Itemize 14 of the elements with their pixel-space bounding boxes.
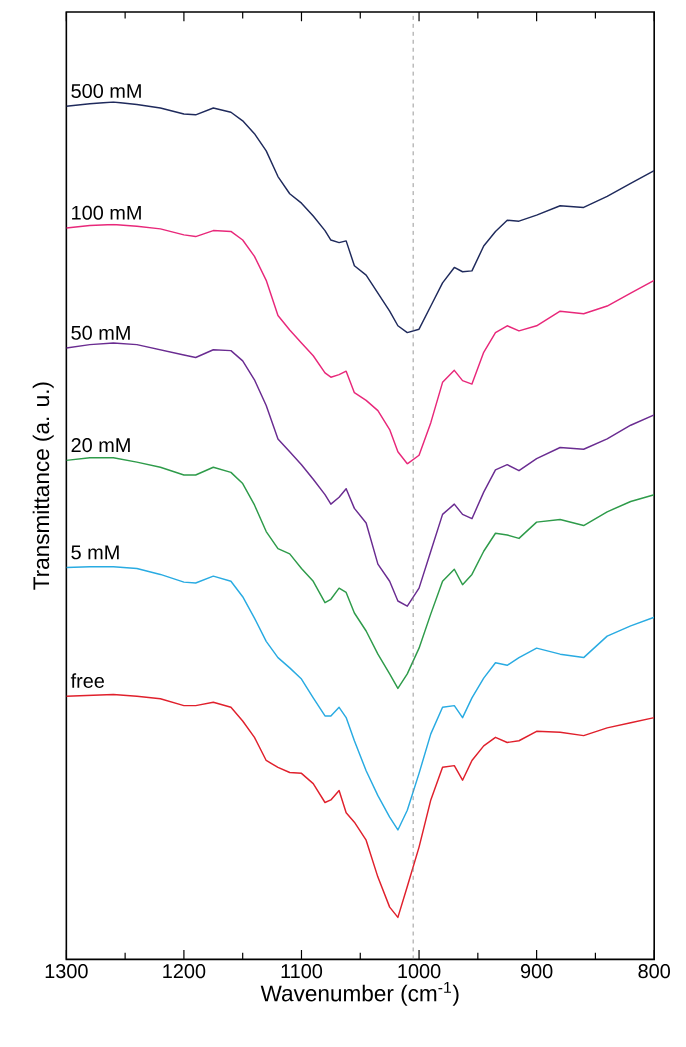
series-label: 100 mM: [72, 205, 141, 220]
x-tick-label: 800: [638, 964, 670, 979]
x-tick-label: 1000: [398, 964, 441, 979]
y-axis-title: Transmittance (a. u.): [32, 382, 54, 590]
series-label: 50 mM: [71, 325, 130, 340]
x-tick-label: 1200: [163, 964, 206, 979]
x-tick-label: 1300: [45, 964, 88, 979]
series-label: 5 mM: [71, 545, 119, 560]
series-label: 500 mM: [71, 83, 141, 99]
x-tick-label: 1100: [281, 964, 323, 979]
series-label: 20 mM: [71, 438, 130, 453]
series-label: free: [70, 673, 104, 688]
x-tick-label: 900: [520, 964, 553, 979]
x-axis-title: Wavenumber (cm$^{-1}$): [260, 982, 459, 1006]
